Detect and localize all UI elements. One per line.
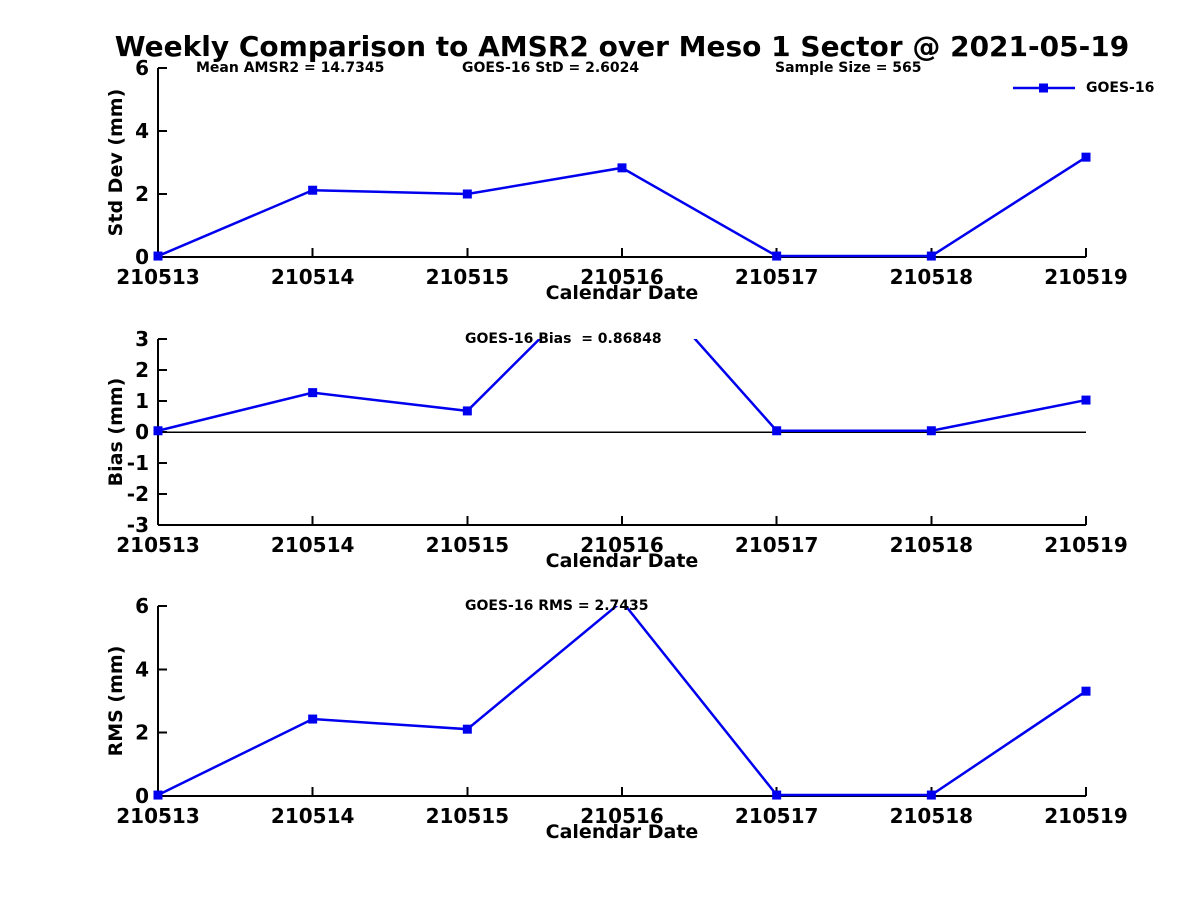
x-tick-label: 210514 bbox=[271, 533, 355, 557]
y-tick-label: 1 bbox=[135, 389, 149, 413]
y-tick-label: 2 bbox=[135, 721, 149, 745]
y-tick-label: 0 bbox=[135, 420, 149, 444]
x-tick-label: 210514 bbox=[271, 265, 355, 289]
y-tick-label: 4 bbox=[135, 657, 149, 681]
x-axis-label: Calendar Date bbox=[546, 550, 699, 572]
y-tick-label: -3 bbox=[127, 513, 149, 537]
x-tick-label: 210516 bbox=[580, 533, 664, 557]
annotation-mean-amsr2: Mean AMSR2 = 14.7345 bbox=[196, 60, 385, 76]
y-axis-label: Std Dev (mm) bbox=[105, 89, 127, 237]
goes16-marker bbox=[462, 406, 472, 416]
y-axis-label: RMS (mm) bbox=[105, 646, 127, 757]
subplot-std-dev: 0 2 4 6 210513 210514 210515 210516 210517 210518… bbox=[105, 56, 1128, 304]
x-tick-label: 210518 bbox=[890, 265, 974, 289]
y-tick-label: -1 bbox=[127, 451, 149, 475]
annotation-sample-size: Sample Size = 565 bbox=[775, 60, 922, 76]
goes16-marker bbox=[308, 388, 318, 398]
goes16-marker bbox=[1081, 686, 1091, 696]
x-tick-label: 210517 bbox=[735, 804, 819, 828]
annotation-goes16-rms: GOES-16 RMS = 2.7435 bbox=[465, 598, 649, 614]
chart-title: Weekly Comparison to AMSR2 over Meso 1 S… bbox=[114, 30, 1130, 63]
goes16-marker bbox=[926, 426, 936, 436]
y-tick-label: 6 bbox=[135, 594, 149, 618]
x-tick-label: 210514 bbox=[271, 804, 355, 828]
annotation-goes16-std: GOES-16 StD = 2.6024 bbox=[462, 60, 640, 76]
y-tick-label: 0 bbox=[135, 245, 149, 269]
legend-label: GOES-16 bbox=[1086, 80, 1155, 96]
x-tick-label: 210518 bbox=[890, 804, 974, 828]
y-tick-label: 4 bbox=[135, 119, 149, 143]
x-tick-label: 210519 bbox=[1044, 265, 1128, 289]
goes16-marker bbox=[926, 790, 936, 800]
y-tick-label: 2 bbox=[135, 358, 149, 382]
x-tick-label: 210519 bbox=[1044, 533, 1128, 557]
x-tick-label: 210517 bbox=[735, 265, 819, 289]
goes16-marker bbox=[462, 724, 472, 734]
y-tick-label: 2 bbox=[135, 182, 149, 206]
x-tick-label: 210513 bbox=[116, 804, 200, 828]
subplot-rms: 0 2 4 6 210513 210514 210515 210516 210517 210518… bbox=[105, 594, 1128, 843]
x-tick-label: 210516 bbox=[580, 265, 664, 289]
x-tick-label: 210516 bbox=[580, 804, 664, 828]
legend: GOES-16 bbox=[1012, 80, 1154, 96]
goes16-marker bbox=[308, 185, 318, 195]
goes16-marker bbox=[617, 163, 627, 173]
x-tick-label: 210515 bbox=[426, 533, 510, 557]
y-tick-label: 0 bbox=[135, 784, 149, 808]
goes16-marker bbox=[926, 251, 936, 261]
x-axis-label: Calendar Date bbox=[546, 282, 699, 304]
goes16-marker bbox=[772, 790, 782, 800]
goes16-line bbox=[157, 606, 1087, 797]
goes16-marker bbox=[153, 251, 163, 261]
goes16-marker bbox=[772, 426, 782, 436]
goes16-marker bbox=[308, 714, 318, 724]
goes16-marker bbox=[153, 790, 163, 800]
goes16-marker bbox=[1081, 152, 1091, 162]
x-tick-label: 210519 bbox=[1044, 804, 1128, 828]
goes16-marker bbox=[462, 189, 472, 199]
annotation-goes16-bias: GOES-16 Bias = 0.86848 bbox=[465, 331, 662, 347]
y-tick-label: -2 bbox=[127, 482, 149, 506]
legend-line-sample bbox=[1013, 83, 1075, 93]
legend-square-marker-icon bbox=[1039, 83, 1048, 93]
subplot-bias: -3 -2 -1 0 1 2 3 210513 210514 210515 210516 210517… bbox=[105, 327, 1128, 572]
y-tick-label: 3 bbox=[135, 327, 149, 351]
x-tick-label: 210515 bbox=[426, 265, 510, 289]
x-tick-label: 210518 bbox=[890, 533, 974, 557]
goes16-marker bbox=[1081, 395, 1091, 405]
goes16-marker bbox=[153, 426, 163, 436]
x-tick-label: 210513 bbox=[116, 533, 200, 557]
x-tick-label: 210515 bbox=[426, 804, 510, 828]
goes16-marker bbox=[772, 251, 782, 261]
x-axis-label: Calendar Date bbox=[546, 821, 699, 843]
x-tick-label: 210513 bbox=[116, 265, 200, 289]
y-axis-label: Bias (mm) bbox=[105, 378, 127, 487]
y-tick-label: 6 bbox=[135, 56, 149, 80]
x-tick-label: 210517 bbox=[735, 533, 819, 557]
